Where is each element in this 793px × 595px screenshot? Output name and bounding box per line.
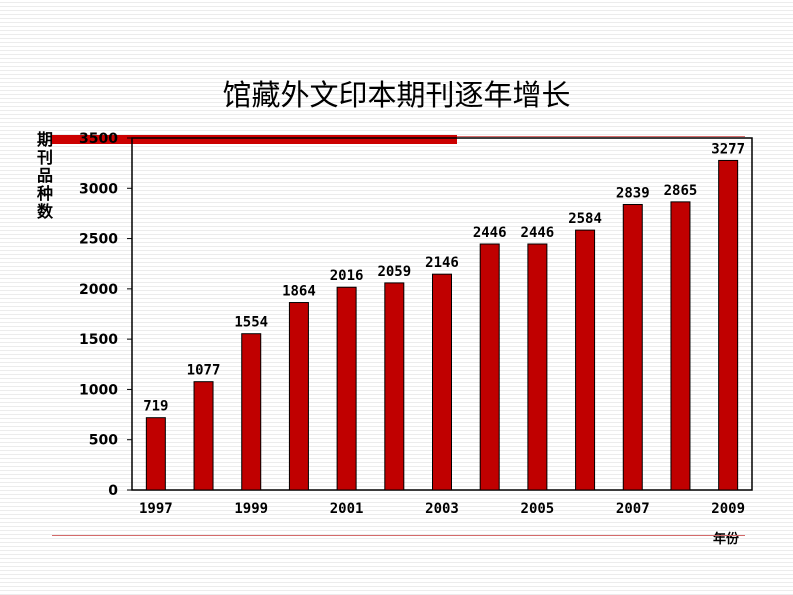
data-label: 2584: [568, 211, 602, 227]
y-tick-label: 500: [89, 433, 118, 449]
bar: [575, 229, 596, 491]
bar: [384, 282, 405, 491]
data-label: 2446: [521, 225, 555, 241]
chart-title: 馆藏外文印本期刊逐年增长: [222, 78, 571, 112]
x-tick-label: 1997: [139, 501, 173, 517]
bar: [670, 201, 691, 491]
y-tick-label: 3000: [79, 181, 118, 197]
bar: [193, 381, 214, 491]
bar: [336, 286, 357, 491]
x-tick-label: 2003: [425, 501, 459, 517]
bar: [527, 243, 548, 491]
data-label: 3277: [711, 141, 745, 157]
data-label: 2146: [425, 255, 459, 271]
bar: [288, 302, 309, 491]
y-tick-label: 0: [108, 483, 118, 499]
x-tick-label: 2001: [330, 501, 364, 517]
y-axis-label: 期刊品种数: [36, 130, 53, 221]
data-label: 1864: [282, 284, 316, 300]
data-label: 719: [143, 399, 168, 415]
y-tick-label: 1500: [79, 332, 118, 348]
bar: [432, 273, 452, 491]
data-label: 2839: [616, 185, 650, 201]
data-label: 2446: [473, 225, 507, 241]
bar: [241, 333, 262, 491]
y-tick-label: 2000: [79, 282, 118, 298]
x-tick-label: 2005: [521, 501, 555, 517]
bar: [718, 159, 739, 491]
data-label: 2016: [330, 268, 364, 284]
data-label: 1077: [187, 363, 221, 379]
y-tick-label: 2500: [79, 232, 118, 248]
x-tick-label: 2007: [616, 501, 650, 517]
bar: [479, 243, 500, 491]
bar: [622, 203, 643, 491]
data-label: 1554: [234, 315, 268, 331]
data-label: 2059: [377, 264, 411, 280]
bar: [145, 417, 166, 491]
y-tick-label: 3500: [79, 131, 118, 147]
x-tick-label: 2009: [711, 501, 745, 517]
x-tick-label: 1999: [234, 501, 268, 517]
accent-bar: [52, 135, 457, 144]
y-tick-label: 1000: [79, 382, 118, 398]
data-label: 2865: [664, 183, 698, 199]
